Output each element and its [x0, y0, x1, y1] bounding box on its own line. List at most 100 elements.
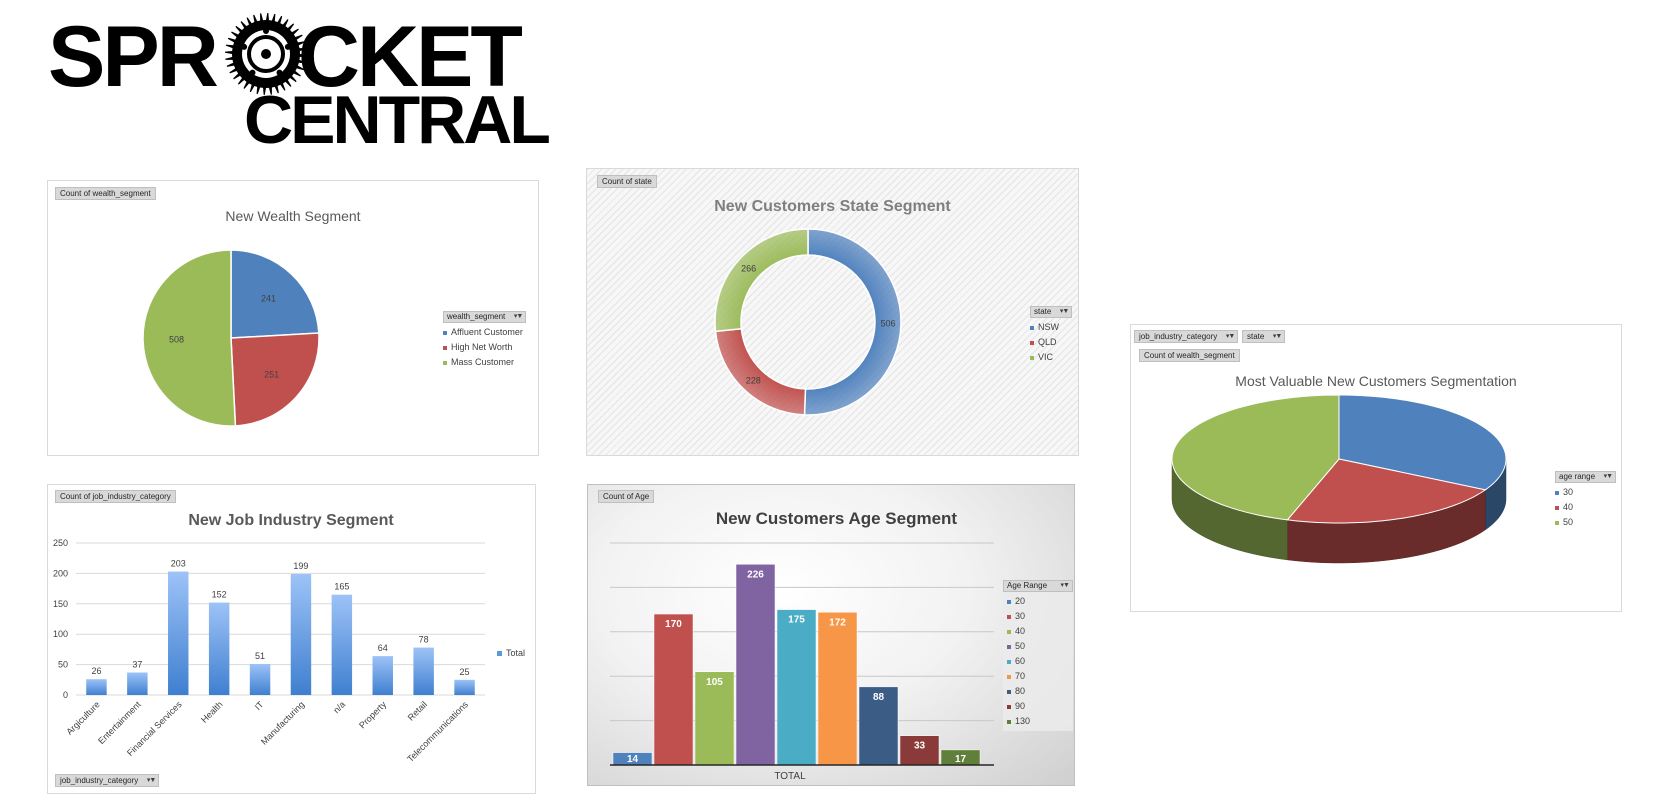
legend-label: 30 — [1563, 487, 1573, 497]
x-tick-label: IT — [253, 699, 266, 712]
legend-swatch — [1007, 690, 1011, 694]
legend-swatch — [1555, 506, 1559, 510]
legend-field-button[interactable]: state — [1030, 306, 1072, 318]
legend-field-button[interactable]: wealth_segment — [443, 311, 526, 323]
bar — [736, 564, 775, 765]
bar — [654, 614, 693, 765]
legend-field-button[interactable]: Age Range — [1003, 580, 1073, 592]
legend-swatch — [1555, 521, 1559, 525]
data-label: 165 — [334, 582, 349, 592]
data-label: 251 — [264, 369, 279, 379]
legend-item-total: Total — [497, 646, 525, 661]
data-label: 64 — [378, 643, 388, 653]
data-label: 25 — [460, 667, 470, 677]
legend-item-high-net-worth: High Net Worth — [443, 340, 526, 355]
legend-swatch — [1555, 491, 1559, 495]
bar — [168, 572, 188, 695]
legend-label: 40 — [1015, 626, 1025, 636]
data-label: 105 — [706, 677, 723, 688]
legend-item-40: 40 — [1555, 500, 1616, 515]
legend-swatch — [1007, 630, 1011, 634]
data-label: 226 — [747, 569, 764, 580]
legend-label: QLD — [1038, 337, 1057, 347]
legend-swatch — [443, 361, 447, 365]
legend-label: 40 — [1563, 502, 1573, 512]
bar — [777, 610, 816, 765]
legend-swatch — [443, 346, 447, 350]
legend-label: 20 — [1015, 596, 1025, 606]
data-label: 506 — [880, 319, 895, 329]
legend-item-50: 50 — [1555, 515, 1616, 530]
legend-item-vic: VIC — [1030, 350, 1072, 365]
data-label: 78 — [419, 635, 429, 645]
legend-label: 50 — [1015, 641, 1025, 651]
y-tick-label: 200 — [53, 568, 68, 578]
legend-item-20: 20 — [1007, 594, 1073, 609]
legend-swatch — [443, 331, 447, 335]
x-tick-label: Manufacturing — [259, 699, 306, 746]
bar — [86, 679, 106, 695]
legend-swatch — [1007, 675, 1011, 679]
chart-legend: Total — [497, 646, 525, 661]
bar — [332, 595, 352, 695]
legend-swatch — [1007, 660, 1011, 664]
bar — [373, 656, 393, 695]
legend-item-mass-customer: Mass Customer — [443, 355, 526, 370]
bar — [127, 673, 147, 695]
logo-text-line2: CENTRAL — [244, 86, 548, 154]
doughnut-slice-1 — [715, 329, 805, 415]
bar — [413, 648, 433, 695]
legend-item-qld: QLD — [1030, 335, 1072, 350]
legend-label: 80 — [1015, 686, 1025, 696]
state-segment-panel[interactable]: Count of state New Customers State Segme… — [586, 168, 1079, 456]
job-industry-panel[interactable]: Count of job_industry_category New Job I… — [47, 484, 536, 794]
data-label: 26 — [91, 666, 101, 676]
legend-field-button[interactable]: age range — [1555, 471, 1616, 483]
sprocket-central-logo: SPR CKET CENTRAL — [48, 12, 548, 152]
legend-label: 60 — [1015, 656, 1025, 666]
legend-swatch — [497, 651, 502, 656]
legend-item-40: 40 — [1007, 624, 1073, 639]
legend-label: 50 — [1563, 517, 1573, 527]
bar — [818, 612, 857, 765]
state-doughnut-chart: 506228266 — [587, 169, 1080, 457]
data-label: 51 — [255, 651, 265, 661]
y-tick-label: 150 — [53, 599, 68, 609]
legend-swatch — [1030, 341, 1034, 345]
y-tick-label: 0 — [63, 690, 68, 700]
legend-swatch — [1030, 326, 1034, 330]
legend-label: 90 — [1015, 701, 1025, 711]
y-tick-label: 250 — [53, 538, 68, 548]
legend-swatch — [1007, 600, 1011, 604]
legend-label: Mass Customer — [451, 357, 514, 367]
bar — [291, 574, 311, 695]
chart-legend: Age Range 2030405060708090130 — [1003, 580, 1073, 731]
y-tick-label: 100 — [53, 629, 68, 639]
data-label: 175 — [788, 615, 805, 626]
data-label: 266 — [741, 263, 756, 273]
wealth-segment-panel[interactable]: Count of wealth_segment New Wealth Segme… — [47, 180, 539, 456]
y-tick-label: 50 — [58, 660, 68, 670]
legend-swatch — [1007, 645, 1011, 649]
data-label: 14 — [627, 754, 639, 765]
legend-item-90: 90 — [1007, 699, 1073, 714]
legend-label: Affluent Customer — [451, 327, 523, 337]
x-category-label: TOTAL — [774, 771, 806, 782]
legend-item-30: 30 — [1555, 485, 1616, 500]
logo-text-left: SPR — [48, 9, 216, 105]
data-label: 508 — [169, 334, 184, 344]
pie-slice-2 — [143, 250, 235, 426]
x-tick-label: Health — [199, 699, 224, 724]
valuable-3d-pie-chart — [1131, 325, 1623, 613]
job-industry-bar-chart: 05010015020025026Argiculture37Entertainm… — [48, 485, 537, 795]
legend-item-130: 130 — [1007, 714, 1073, 729]
legend-item-affluent-customer: Affluent Customer — [443, 325, 526, 340]
chart-legend: wealth_segment Affluent Customer High Net… — [443, 311, 526, 370]
chart-legend: state NSW QLD VIC — [1030, 306, 1072, 365]
axis-field-filter-button[interactable]: job_industry_category — [55, 774, 159, 787]
data-label: 172 — [829, 617, 846, 628]
age-segment-panel[interactable]: Count of Age New Customers Age Segment 1… — [587, 484, 1075, 786]
legend-item-80: 80 — [1007, 684, 1073, 699]
most-valuable-panel[interactable]: job_industry_category state Count of wea… — [1130, 324, 1622, 612]
legend-item-60: 60 — [1007, 654, 1073, 669]
